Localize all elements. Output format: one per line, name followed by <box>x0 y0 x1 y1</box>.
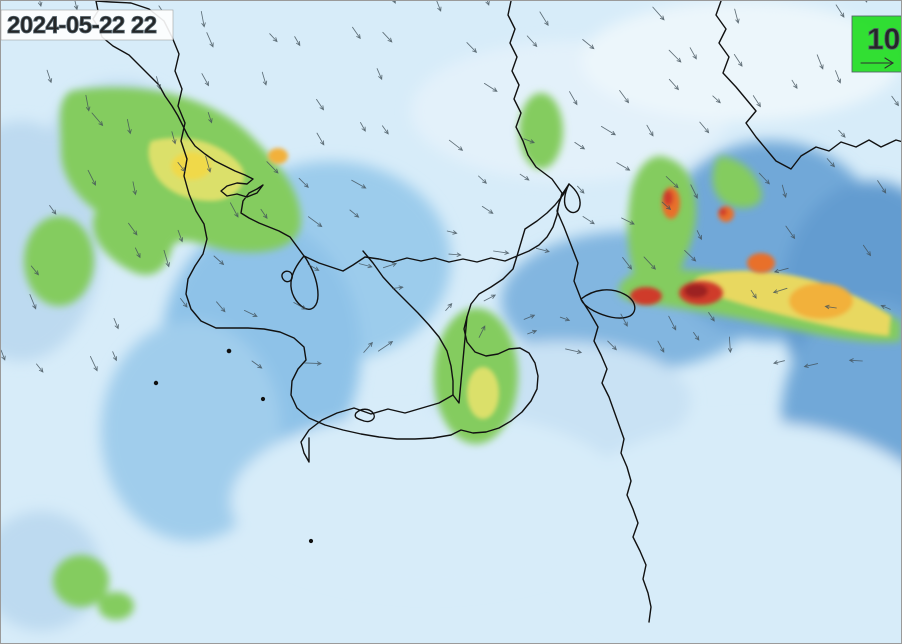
svg-text:2024-05-22 22: 2024-05-22 22 <box>7 12 157 39</box>
svg-text:10: 10 <box>867 23 900 56</box>
